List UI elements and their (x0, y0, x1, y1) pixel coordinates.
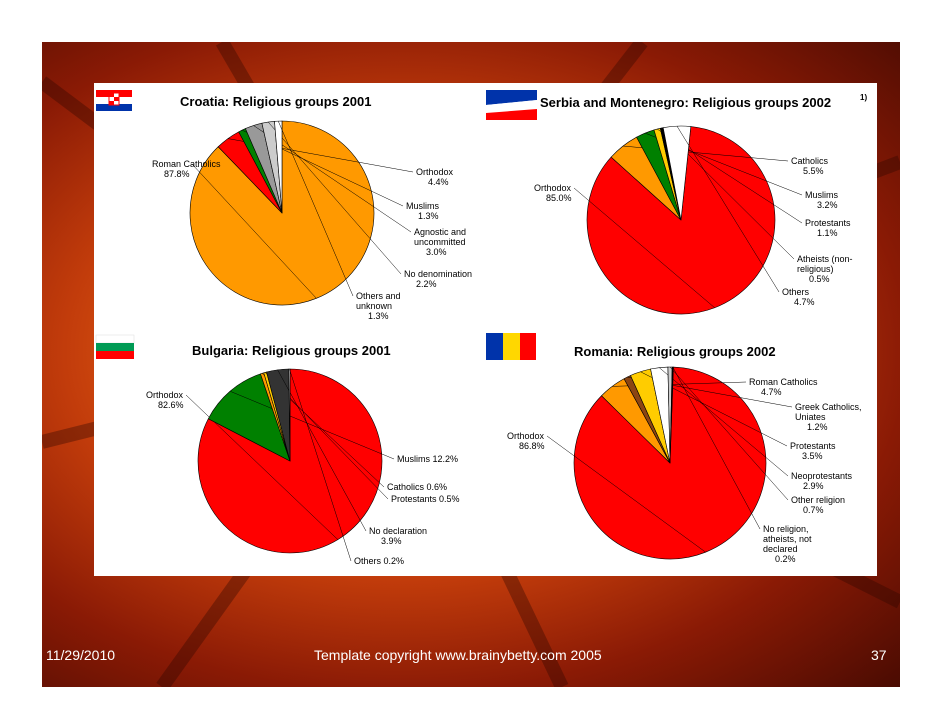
slice-label: unknown (356, 301, 392, 311)
slice-label: 3.2% (817, 200, 838, 210)
leader-line (659, 367, 789, 477)
footer-page-number: 37 (871, 647, 887, 663)
bulgaria-flag (95, 334, 135, 359)
slice-label: 86.8% (519, 441, 545, 451)
slice-label: Protestants (805, 218, 851, 228)
slice-label: Roman Catholics (749, 377, 818, 387)
serbia-montenegro-flag (486, 90, 537, 120)
slice-label: 0.2% (775, 554, 796, 564)
slice-label: Others (782, 287, 810, 297)
slice-label: 3.0% (426, 247, 447, 257)
slice-label: Protestants 0.5% (391, 494, 460, 504)
slice-label: Catholics 0.6% (387, 482, 447, 492)
pie-slice (288, 368, 291, 462)
slice-label: Atheists (non- (797, 254, 853, 264)
slice-label: Others and (356, 291, 401, 301)
leader-line (546, 435, 706, 553)
slice-label: Catholics (791, 156, 829, 166)
slice-label: 2.9% (803, 481, 824, 491)
slice-label: declared (763, 544, 798, 554)
slice-label: 1.1% (817, 228, 838, 238)
slice-label: Other religion (791, 495, 845, 505)
slice-label: religious) (797, 264, 834, 274)
slice-label: 4.7% (761, 387, 782, 397)
slice-label: Others 0.2% (354, 556, 404, 566)
slice-label: 0.5% (809, 274, 830, 284)
slice-label: Orthodox (416, 167, 454, 177)
romania-flag (486, 333, 536, 360)
slice-label: Orthodox (146, 390, 184, 400)
leader-line (278, 120, 354, 297)
slice-label: No declaration (369, 526, 427, 536)
chart-title-croatia: Croatia: Religious groups 2001 (180, 94, 371, 109)
slice-label: Muslims 12.2% (397, 454, 458, 464)
leader-line (277, 369, 367, 532)
chart-title-serbia-montenegro: Serbia and Montenegro: Religious groups … (540, 95, 831, 110)
chart-title-note: 1) (860, 93, 867, 102)
slice-label: 3.9% (381, 536, 402, 546)
leader-line (229, 390, 395, 460)
slice-label: atheists, not (763, 534, 812, 544)
slice-label: Orthodox (534, 183, 572, 193)
slice-label: 85.0% (546, 193, 572, 203)
slice-label: Roman Catholics (152, 159, 221, 169)
slice-label: 1.2% (807, 422, 828, 432)
religious-groups-charts: Croatia: Religious groups 2001 Serbia an… (95, 90, 867, 566)
slice-label: 1.3% (368, 311, 389, 321)
pie-slice (669, 366, 674, 464)
slice-label: Orthodox (507, 431, 545, 441)
leader-line (676, 125, 780, 293)
leader-line (573, 187, 715, 308)
slice-label: uncommitted (414, 237, 466, 247)
leader-line (289, 368, 352, 562)
slice-label: Agnostic and (414, 227, 466, 237)
slice-label: 4.7% (794, 297, 815, 307)
slice-label: 5.5% (803, 166, 824, 176)
footer-copyright: Template copyright www.brainybetty.com 2… (314, 647, 602, 663)
slice-label: 82.6% (158, 400, 184, 410)
slice-label: 0.7% (803, 505, 824, 515)
leader-line (267, 121, 402, 275)
slice-label: No religion, (763, 524, 809, 534)
slice-label: No denomination (404, 269, 472, 279)
slice-label: 2.2% (416, 279, 437, 289)
slice-label: Muslims (406, 201, 439, 211)
footer-date: 11/29/2010 (46, 647, 116, 663)
slice-label: Uniates (795, 412, 826, 422)
slice-label: 1.3% (418, 211, 439, 221)
leader-line (672, 366, 761, 530)
chart-title-romania: Romania: Religious groups 2002 (574, 344, 776, 359)
leader-line (669, 366, 789, 501)
slice-label: Protestants (790, 441, 836, 451)
slice-label: 4.4% (428, 177, 449, 187)
slice-label: 3.5% (802, 451, 823, 461)
slice-label: Neoprotestants (791, 471, 853, 481)
slice-label: 87.8% (164, 169, 190, 179)
leader-line (191, 163, 317, 299)
slice-label: Greek Catholics, (795, 402, 862, 412)
slice-label: Muslims (805, 190, 838, 200)
croatia-flag (96, 90, 132, 111)
chart-title-bulgaria: Bulgaria: Religious groups 2001 (192, 343, 391, 358)
